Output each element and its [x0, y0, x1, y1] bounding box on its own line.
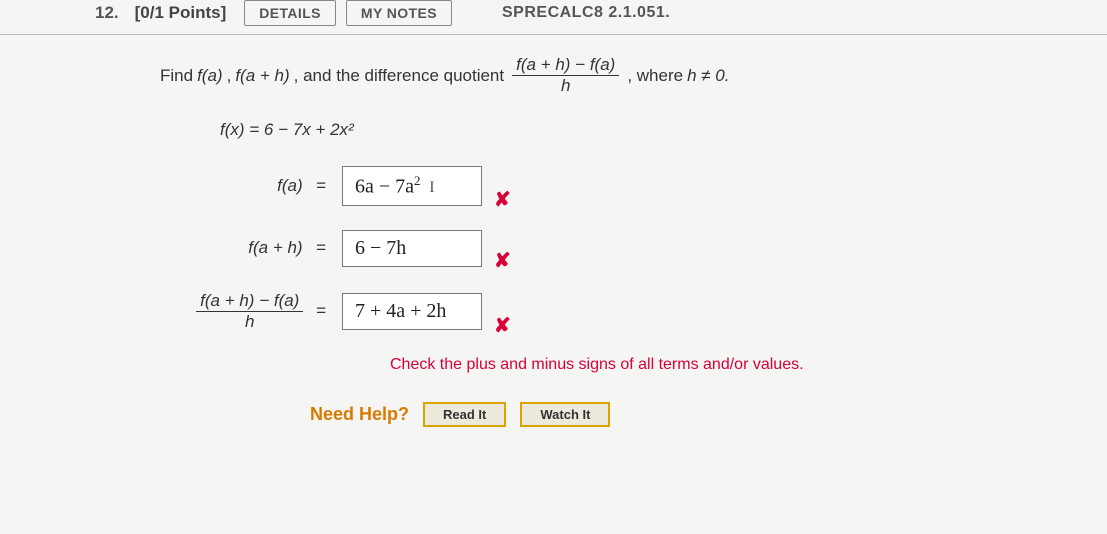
incorrect-icon: ✘: [494, 313, 511, 338]
text-cursor-icon: [421, 177, 431, 193]
answer-row-dq: f(a + h) − f(a) h = 7 + 4a + 2h ✘: [160, 291, 1107, 332]
help-row: Need Help? Read It Watch It: [310, 402, 1107, 427]
points-label: [0/1 Points]: [135, 3, 227, 23]
answer-input-dq[interactable]: 7 + 4a + 2h: [342, 293, 482, 330]
lhs-fah: f(a + h) =: [160, 238, 330, 258]
prompt-tail: , where: [627, 66, 683, 86]
prompt-cond: h ≠ 0.: [687, 66, 729, 86]
function-definition: f(x) = 6 − 7x + 2x²: [220, 120, 1107, 140]
prompt-mid: , and the difference quotient: [294, 66, 504, 86]
answer-row-fa: f(a) = 6a − 7a2 ✘: [160, 166, 1107, 206]
feedback-text: Check the plus and minus signs of all te…: [390, 356, 1107, 374]
read-it-button[interactable]: Read It: [423, 402, 506, 427]
quotient-den: h: [557, 76, 574, 96]
answer-input-fah[interactable]: 6 − 7h: [342, 230, 482, 267]
prompt-fa: f(a): [197, 66, 223, 86]
incorrect-icon: ✘: [494, 187, 511, 212]
dq-fraction: f(a + h) − f(a) h: [196, 291, 303, 332]
incorrect-icon: ✘: [494, 248, 511, 273]
question-header: 12. [0/1 Points] DETAILS MY NOTES SPRECA…: [0, 0, 1107, 34]
answer-row-fah: f(a + h) = 6 − 7h ✘: [160, 230, 1107, 267]
lhs-fa: f(a) =: [160, 176, 330, 196]
watch-it-button[interactable]: Watch It: [520, 402, 610, 427]
answer-input-fa[interactable]: 6a − 7a2: [342, 166, 482, 206]
header-divider: [0, 34, 1107, 35]
source-label: SPRECALC8 2.1.051.: [502, 4, 670, 22]
question-content: Find f(a), f(a + h) , and the difference…: [0, 55, 1107, 427]
question-number: 12.: [95, 3, 119, 23]
quotient-num: f(a + h) − f(a): [512, 55, 619, 76]
lhs-dq: f(a + h) − f(a) h =: [160, 291, 330, 332]
prompt-fah: f(a + h): [235, 66, 289, 86]
prompt-quotient: f(a + h) − f(a) h: [512, 55, 619, 96]
mynotes-button[interactable]: MY NOTES: [346, 0, 452, 26]
need-help-label: Need Help?: [310, 404, 409, 425]
prompt-lead: Find: [160, 66, 193, 86]
details-button[interactable]: DETAILS: [244, 0, 336, 26]
prompt-text: Find f(a), f(a + h) , and the difference…: [160, 55, 1107, 96]
